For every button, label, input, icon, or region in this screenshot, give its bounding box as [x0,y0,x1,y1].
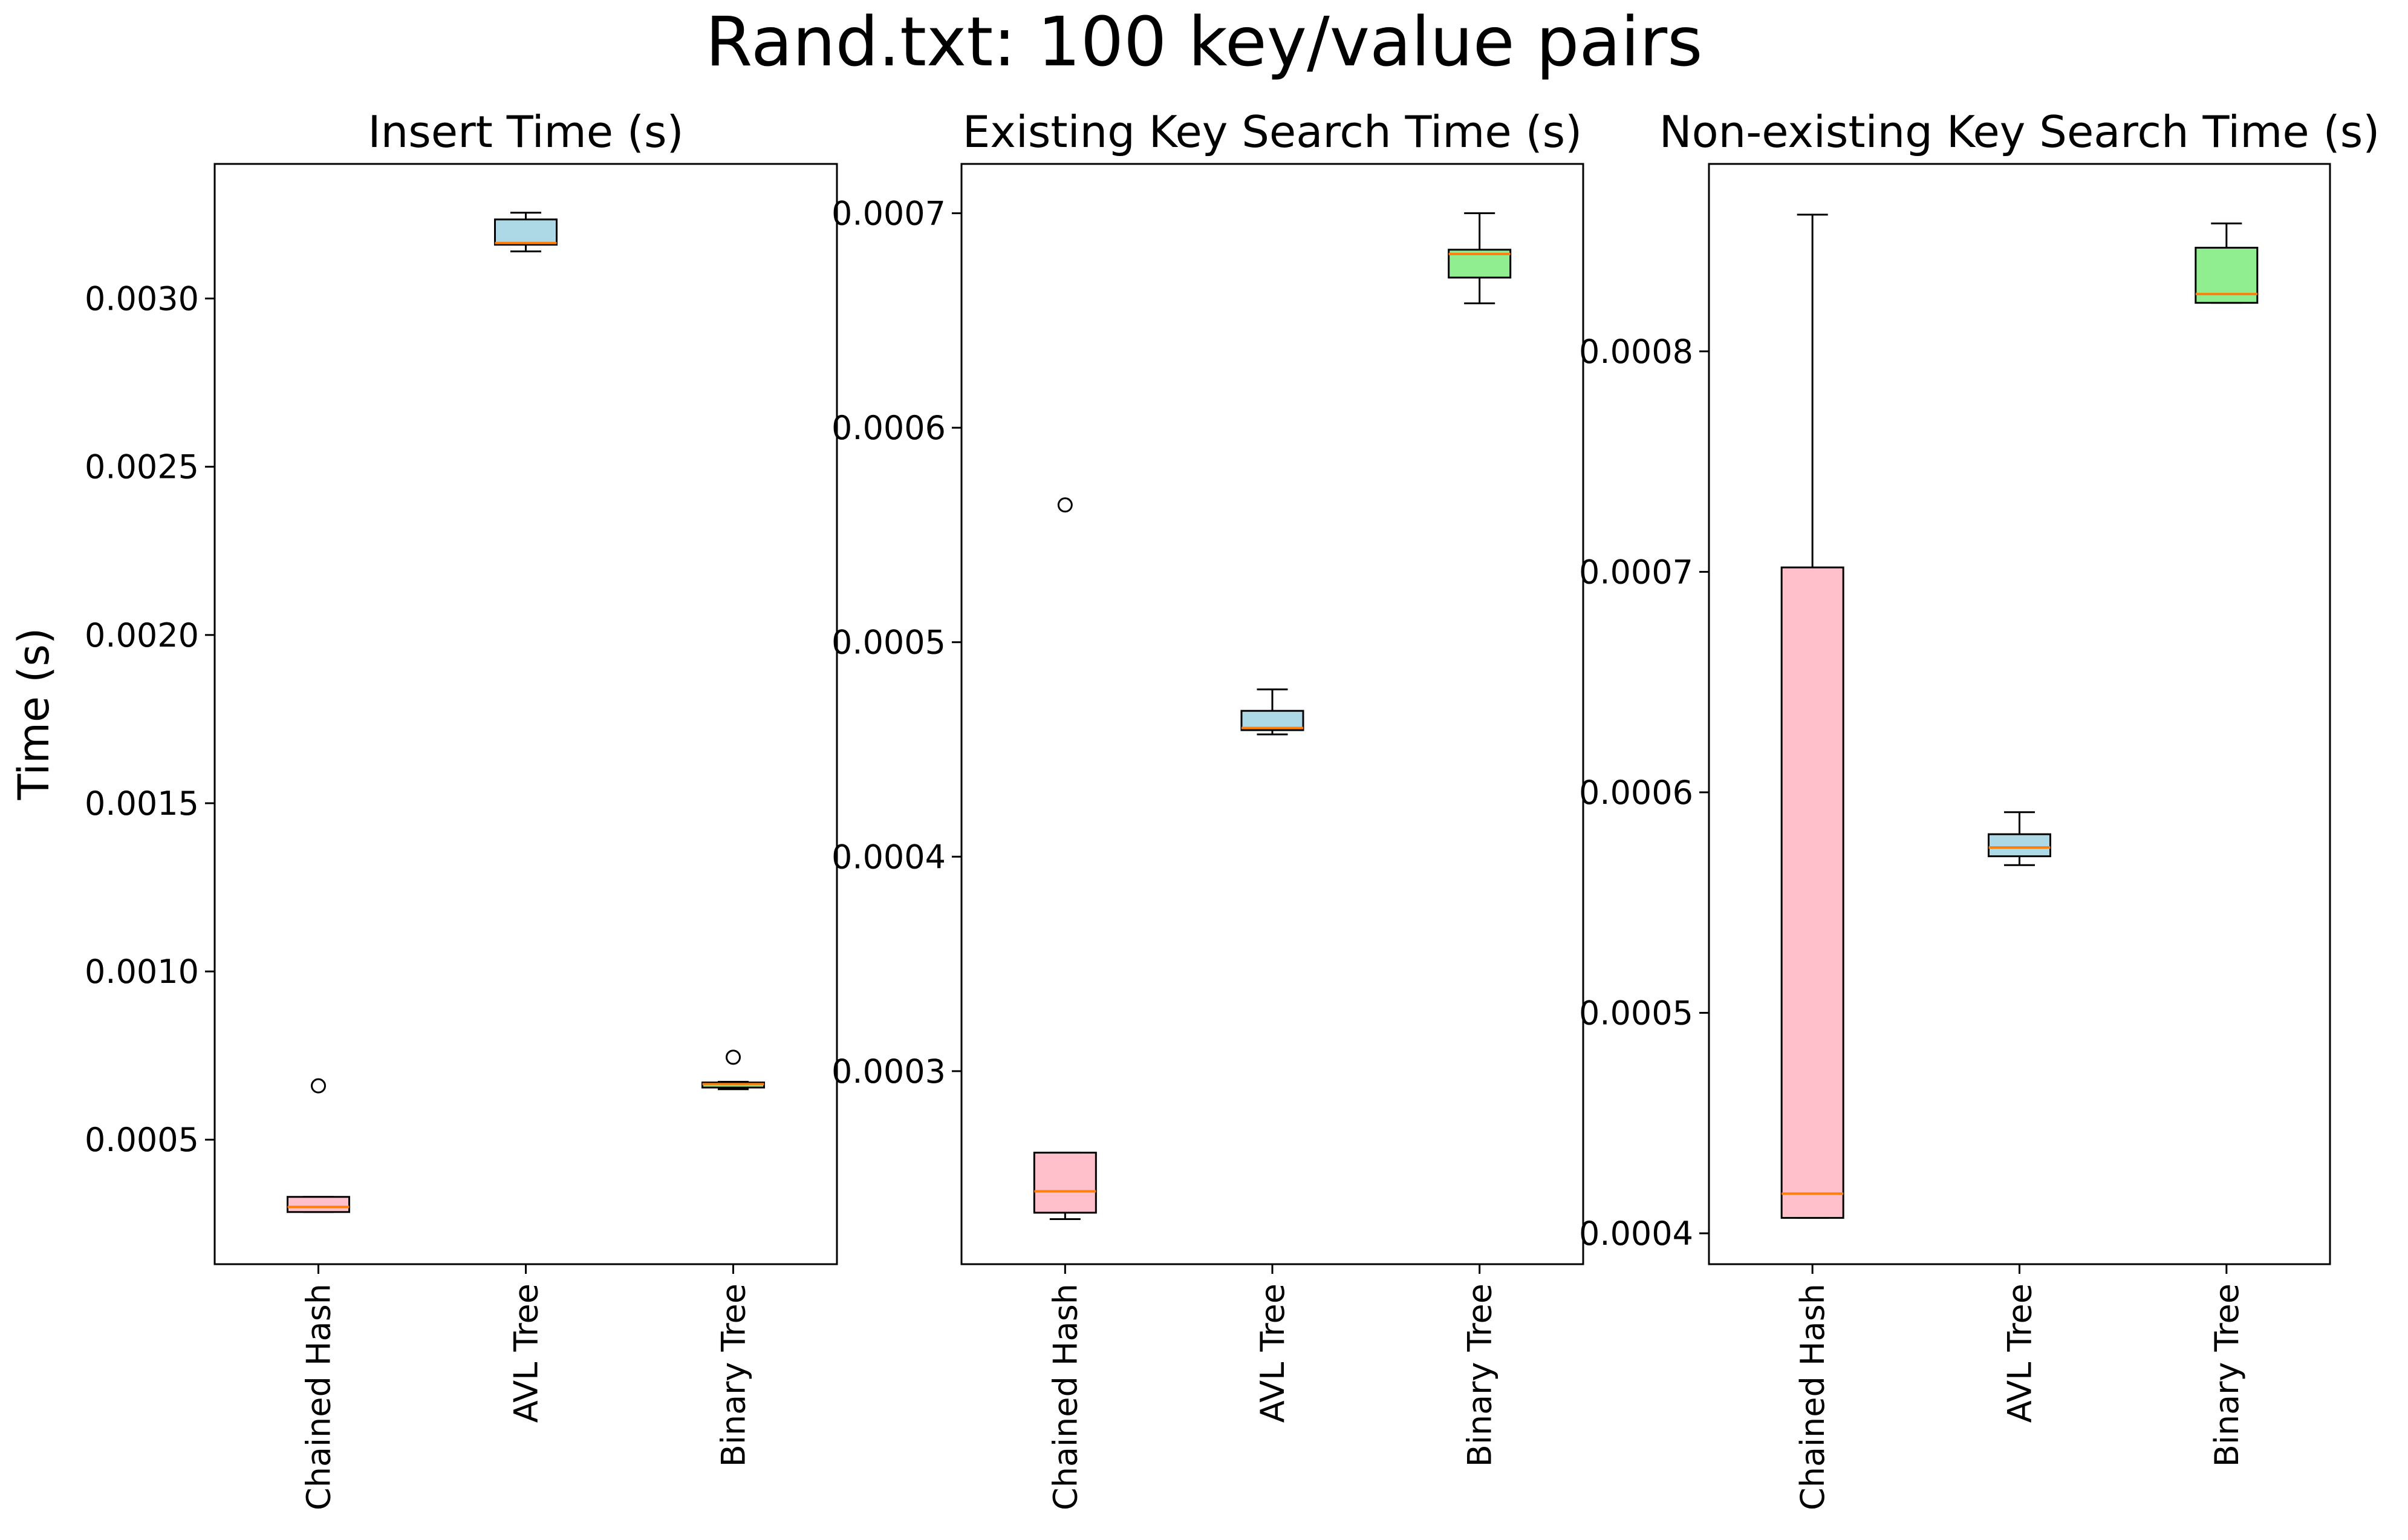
outlier-point [726,1049,741,1065]
y-tick-label: 0.0004 [831,838,946,876]
box-chained-hash [1780,214,1844,1219]
axes-frame [213,163,838,1265]
panel-2: Existing Key Search Time (s) 0.0003 0.0004… [831,106,1584,1510]
box-avl-tree [494,212,558,253]
y-tick-label: 0.0008 [1579,333,1693,371]
figure-title: Rand.txt: 100 key/value pairs [705,3,1702,82]
box-iqr [1988,833,2051,858]
box-avl-tree [1240,688,1304,736]
box-binary-tree [1448,212,1512,304]
charts-container: Insert Time (s) 0.0005 0.0010 0.0015 0.0020 0… [85,106,2380,1510]
x-tick-label: Chained Hash [300,1284,338,1510]
subplot-title: Existing Key Search Time (s) [963,106,1583,157]
box-chained-hash [1033,497,1097,1221]
box-binary-tree [2195,222,2259,304]
x-tick-label: Binary Tree [1461,1284,1499,1467]
y-tick-label: 0.0006 [831,409,946,447]
y-tick-label: 0.0004 [1579,1215,1693,1253]
x-tick-label: Binary Tree [715,1284,753,1467]
box-iqr [287,1196,350,1213]
box-iqr [1780,566,1844,1219]
x-tick-label: Binary Tree [2208,1284,2246,1467]
box-binary-tree [701,1049,765,1091]
box-iqr [1033,1152,1097,1214]
y-tick-label: 0.0010 [85,953,199,991]
y-tick-label: 0.0006 [1579,774,1693,812]
x-tick-label: Chained Hash [1794,1284,1832,1510]
y-tick-label: 0.0025 [85,448,199,486]
y-tick-label: 0.0005 [1579,994,1693,1032]
y-tick-label: 0.0007 [831,195,946,233]
x-tick-label: AVL Tree [1254,1284,1292,1423]
axes-frame [960,163,1584,1265]
panel-1: Insert Time (s) 0.0005 0.0010 0.0015 0.0020 0… [85,106,838,1510]
box-avl-tree [1988,811,2051,866]
subplot-title: Insert Time (s) [368,106,683,157]
y-tick-label: 0.0005 [831,624,946,662]
outlier-point [1057,497,1073,513]
x-tick-label: AVL Tree [2001,1284,2039,1423]
y-tick-label: 0.0030 [85,280,199,318]
axes-frame [1708,163,2331,1265]
box-chained-hash [287,1078,350,1213]
outlier-point [311,1078,326,1094]
box-iqr [494,218,558,246]
y-tick-label: 0.0003 [831,1052,946,1091]
subplot-title: Non-existing Key Search Time (s) [1659,106,2380,157]
y-axis-label: Time (s) [9,628,59,801]
panel-3: Non-existing Key Search Time (s) 0.0004 0.… [1579,106,2380,1510]
x-tick-label: Chained Hash [1046,1284,1084,1510]
y-tick-label: 0.0005 [85,1121,199,1159]
y-tick-label: 0.0020 [85,616,199,654]
x-tick-label: AVL Tree [507,1284,545,1423]
y-tick-label: 0.0015 [85,785,199,823]
y-tick-label: 0.0007 [1579,553,1693,591]
